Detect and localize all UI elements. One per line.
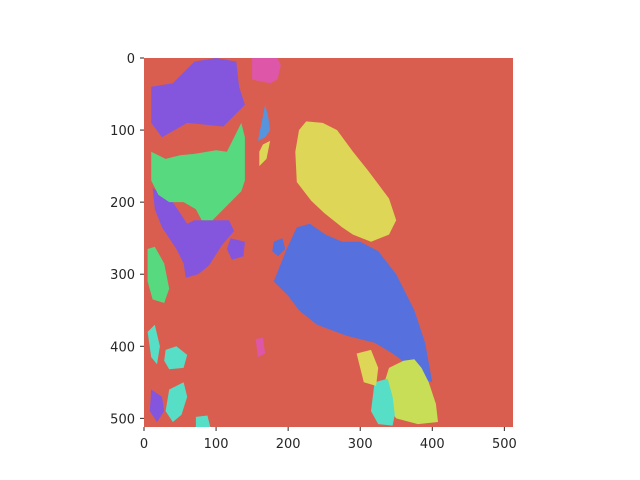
segment-region-6 — [295, 121, 397, 242]
segment-region-19 — [226, 238, 245, 260]
segment-layer — [147, 58, 438, 427]
x-tick-label: 400 — [420, 437, 445, 452]
segment-region-3 — [252, 58, 281, 84]
x-axis: 0 100 200 300 400 500 — [140, 427, 517, 452]
segment-region-1 — [152, 187, 235, 278]
segment-region-9 — [371, 378, 395, 426]
x-tick-label: 0 — [140, 437, 148, 452]
segment-region-2 — [151, 122, 245, 221]
y-tick-label: 0 — [127, 52, 135, 67]
y-tick-label: 500 — [110, 412, 135, 427]
x-tick-label: 100 — [204, 437, 229, 452]
segment-region-11 — [164, 346, 188, 370]
segment-region-8 — [383, 359, 438, 425]
x-tick-label: 200 — [276, 437, 301, 452]
segment-region-12 — [165, 382, 188, 422]
segment-region-18 — [255, 337, 266, 358]
segment-region-5 — [259, 140, 271, 167]
y-axis: 0 100 200 300 400 500 — [110, 52, 144, 427]
segment-region-14 — [147, 246, 170, 303]
y-tick-label: 100 — [110, 124, 135, 139]
y-tick-label: 400 — [110, 340, 135, 355]
y-tick-label: 200 — [110, 196, 135, 211]
plot-area — [144, 58, 513, 427]
segment-region-7 — [273, 223, 433, 383]
segment-region-17 — [272, 238, 286, 257]
segment-region-0 — [151, 58, 245, 138]
segment-region-16 — [195, 415, 211, 427]
segment-region-10 — [356, 349, 379, 386]
x-tick-label: 500 — [492, 437, 517, 452]
y-tick-label: 300 — [110, 268, 135, 283]
x-tick-label: 300 — [348, 437, 373, 452]
segment-region-13 — [147, 324, 160, 365]
segment-region-15 — [149, 389, 165, 422]
segment-region-4 — [257, 104, 271, 141]
